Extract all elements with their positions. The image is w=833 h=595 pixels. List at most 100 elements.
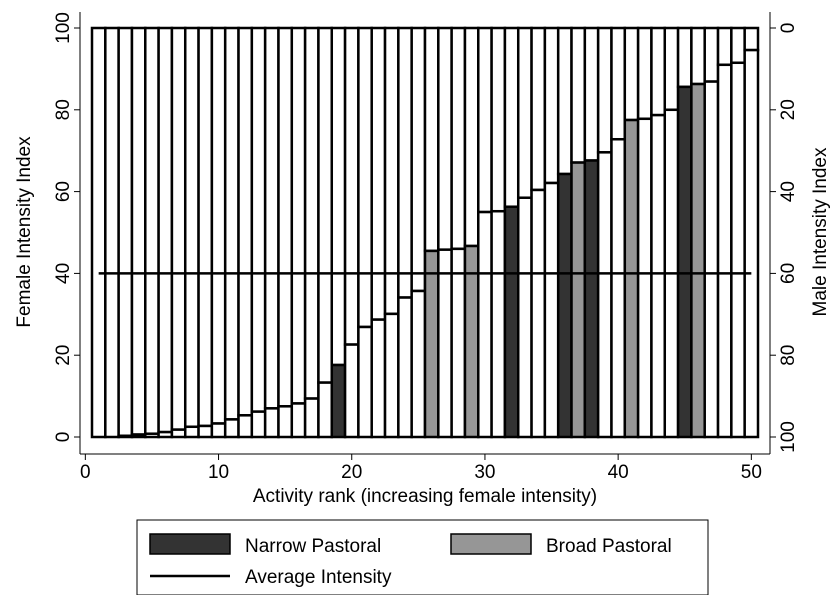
y-left-tick-label: 60 [53, 181, 74, 202]
male-bar [277, 26, 294, 408]
female-bar [277, 405, 294, 439]
female-bar [197, 424, 214, 439]
male-bar [317, 26, 334, 384]
male-bar [397, 26, 413, 299]
male-bar [570, 26, 587, 164]
male-bar [90, 26, 107, 439]
female-bar [303, 397, 320, 439]
female-bar [703, 80, 720, 439]
male-bar [583, 26, 600, 162]
tick-group: 0 10 20 30 40 50 0 20 40 60 80 100 0 20 40 60 80 100 [53, 12, 799, 483]
legend-label-broad-pastoral: Broad Pastoral [546, 536, 672, 557]
male-bar [237, 26, 254, 417]
male-bar [636, 26, 653, 121]
broad-pastoral-bar [570, 161, 587, 439]
female-bar [317, 381, 334, 439]
female-bar [610, 137, 627, 439]
male-bar [183, 26, 200, 429]
female-bar [210, 422, 227, 439]
x-tick-label: 30 [474, 462, 495, 483]
male-bar [516, 26, 533, 199]
male-bar [263, 26, 280, 410]
male-bar [716, 26, 733, 67]
male-bar [130, 26, 147, 436]
male-bar [477, 26, 493, 214]
female-bar [530, 188, 547, 439]
female-bar [263, 407, 280, 439]
female-bar [237, 414, 254, 439]
female-bar [170, 428, 187, 439]
x-tick-label: 40 [608, 462, 629, 483]
female-bar [437, 248, 453, 439]
male-bar [410, 26, 427, 293]
y-left-tick-label: 80 [53, 99, 74, 120]
female-bar [130, 433, 147, 439]
broad-pastoral-bar [423, 249, 440, 439]
y-axis-right-label: Male Intensity Index [810, 147, 831, 316]
x-tick-label: 50 [741, 462, 762, 483]
legend-box [136, 519, 709, 595]
y-left-tick-label: 40 [53, 263, 74, 284]
male-bar [157, 26, 174, 434]
male-bar [490, 26, 507, 213]
male-bar [117, 26, 134, 438]
female-bar [477, 210, 493, 439]
male-bar [703, 26, 720, 83]
male-bar [556, 26, 573, 176]
female-bar [596, 151, 613, 439]
y-left-tick-label: 100 [53, 12, 74, 44]
male-bar [423, 26, 440, 253]
legend-label-average-intensity: Average Intensity [245, 567, 392, 588]
y-left-tick-label: 0 [53, 432, 74, 443]
x-tick-label: 10 [208, 462, 229, 483]
female-bar [636, 117, 653, 439]
narrow-pastoral-bar [556, 172, 573, 439]
male-bar [343, 26, 360, 346]
legend: Narrow Pastoral Broad Pastoral Average I… [136, 519, 709, 595]
female-bar [357, 325, 373, 439]
x-tick-label: 0 [80, 462, 91, 483]
female-bar [183, 425, 200, 439]
male-bar [610, 26, 627, 141]
female-bar [516, 196, 533, 439]
male-bar [383, 26, 400, 316]
male-bar [223, 26, 240, 421]
male-bar [450, 26, 467, 251]
legend-swatch-broad-pastoral [450, 533, 532, 555]
legend-label-narrow-pastoral: Narrow Pastoral [245, 536, 381, 557]
male-bar [210, 26, 227, 425]
male-bar [463, 26, 480, 248]
male-bar [437, 26, 453, 251]
y-left-tick-label: 20 [53, 345, 74, 366]
male-bar [330, 26, 347, 367]
narrow-pastoral-bar [503, 205, 520, 439]
narrow-pastoral-bar [676, 85, 693, 439]
female-bar [250, 410, 267, 439]
legend-swatch-narrow-pastoral [149, 533, 231, 555]
male-bar [690, 26, 706, 86]
y-right-tick-label: 40 [778, 181, 799, 202]
male-bar [104, 26, 120, 439]
axes [79, 12, 771, 455]
female-bar [650, 113, 667, 439]
male-bar [596, 26, 613, 154]
y-axis-left-label: Female Intensity Index [14, 136, 35, 328]
broad-pastoral-bar [623, 118, 640, 439]
female-bar [223, 418, 240, 439]
male-bar [730, 26, 746, 65]
female-bar [743, 48, 760, 439]
male-bar [170, 26, 187, 431]
male-bar [503, 26, 520, 208]
male-bar [743, 26, 760, 52]
female-bar [410, 289, 427, 439]
y-right-tick-label: 0 [778, 23, 799, 34]
male-bar [676, 26, 693, 89]
female-bar [543, 181, 560, 439]
male-bar [250, 26, 267, 413]
female-bar [343, 343, 360, 439]
x-tick-label: 20 [341, 462, 362, 483]
broad-pastoral-bar [690, 82, 706, 439]
female-bar [490, 209, 507, 439]
male-bar [663, 26, 680, 112]
